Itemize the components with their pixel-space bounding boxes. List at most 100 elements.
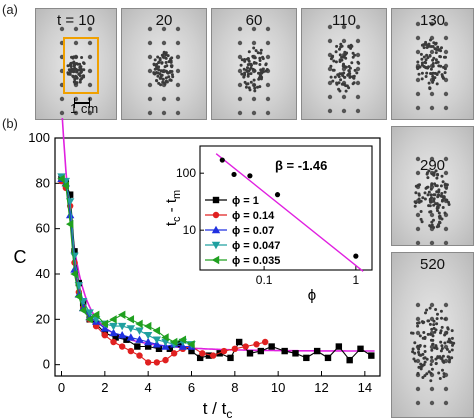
data-point [155,345,163,352]
particle [413,359,417,363]
data-point [136,352,143,359]
reference-marker [429,302,435,308]
legend-marker [211,225,221,234]
data-point [126,325,136,333]
reference-marker [341,108,347,114]
particle [431,342,435,346]
reference-marker [429,156,435,162]
reference-marker [147,82,153,88]
particle [428,322,432,326]
particle [435,72,439,76]
particle [82,68,86,72]
particle [430,327,434,331]
particle [437,70,441,74]
particle [430,367,434,371]
data-point [152,336,162,344]
particle [429,193,433,197]
inset-data-point [219,157,225,163]
particle [165,80,169,84]
particle [248,67,252,71]
data-point [170,350,178,357]
particle [355,71,359,75]
particle [425,308,429,312]
particle [416,324,420,328]
particle [411,347,415,351]
inset-chart-plot-area: 0.1 1 10 100 β = -1.46 ϕ tc - tm [163,145,373,304]
particle [423,197,427,201]
particle [246,66,249,70]
reference-marker [415,49,421,55]
reference-marker [415,330,421,336]
particle [442,65,445,69]
particle [170,73,174,77]
reference-marker [87,54,93,60]
particle [242,75,246,79]
data-point [152,326,161,335]
reference-marker [237,54,243,60]
reference-marker [327,66,333,72]
particle [423,350,427,353]
data-point [177,341,184,348]
data-point [162,356,169,364]
y-tick-label: 40 [36,266,50,281]
particle [160,73,164,77]
data-point [123,336,130,343]
particle [425,53,429,57]
particle [239,63,243,67]
particle [248,62,252,66]
data-point [257,347,265,355]
particle [437,211,441,215]
inset-data-point [231,171,237,178]
particle [357,61,361,65]
particle [435,176,439,180]
reference-marker [355,24,361,30]
particle [434,308,438,311]
data-point [196,354,204,362]
particle [432,41,436,45]
particle [439,340,443,344]
inset-annotation: β = -1.46 [275,158,327,173]
particle [425,186,429,189]
reference-marker [147,96,153,102]
reference-marker [265,82,271,88]
particle [443,71,447,75]
particle [333,75,337,79]
particle [72,55,76,59]
particle [334,50,338,54]
particle [431,64,435,68]
data-point [135,327,144,335]
particle [422,320,426,324]
particle [159,69,163,73]
particle [436,45,440,49]
particle [433,346,437,350]
y-tick-label: 20 [36,311,50,326]
reference-marker [161,110,167,116]
particle [257,71,260,75]
particle [440,347,444,350]
particle [348,75,352,78]
particle [424,311,427,315]
reference-marker [87,68,93,74]
inset-y-axis-label-t: t [163,221,180,226]
data-point [144,359,152,366]
reference-marker [429,49,435,55]
reference-marker [327,108,333,114]
particle [442,76,445,80]
particle [155,65,158,69]
data-point [74,292,83,301]
particle [243,59,247,63]
particle [340,58,344,62]
particle [69,62,73,66]
particle [158,72,162,76]
particle [426,193,430,197]
particle [435,190,439,194]
particle [432,78,435,82]
particle [428,87,432,91]
particle [347,65,351,68]
particle [341,55,345,59]
particle [72,70,76,74]
data-point [335,343,343,350]
legend-entry-label: ϕ = 0.07 [232,225,274,237]
data-point [209,352,217,359]
particle [75,62,79,66]
